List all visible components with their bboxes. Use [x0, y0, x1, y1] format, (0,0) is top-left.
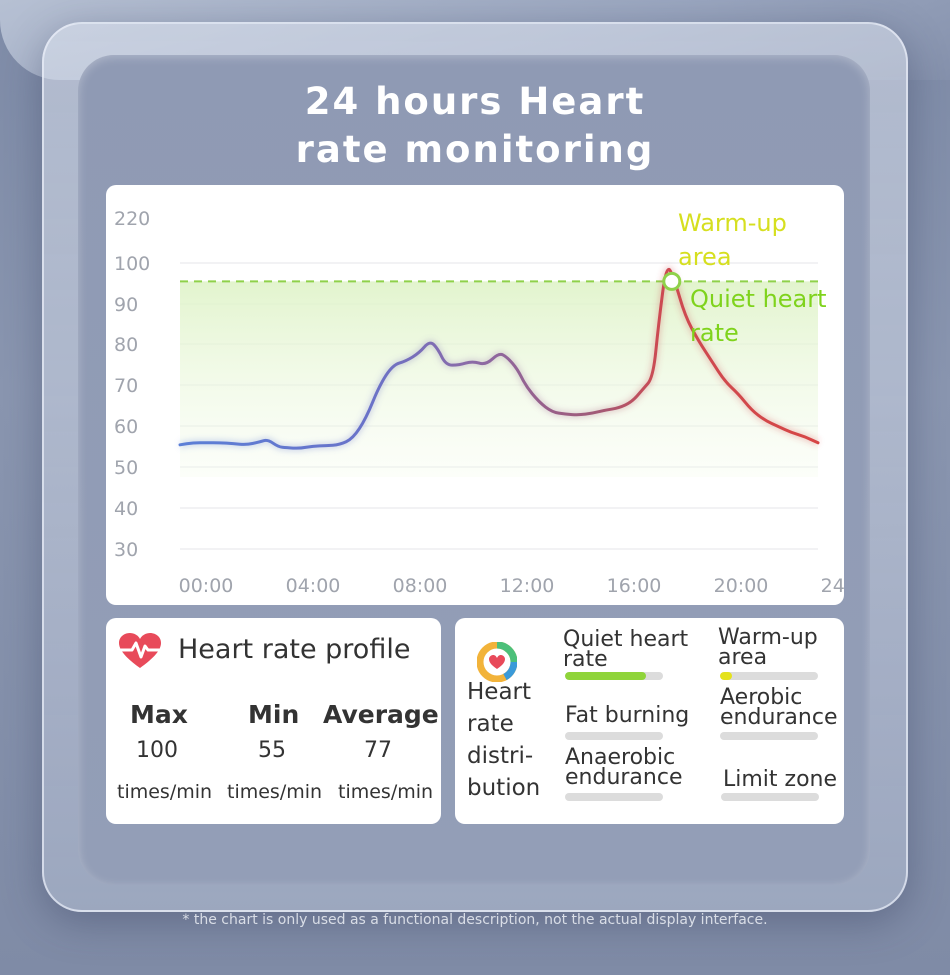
x-tick-2400: 24:00	[821, 575, 844, 597]
x-tick-0800: 08:00	[393, 575, 448, 597]
distribution-pie-icon	[477, 642, 517, 682]
y-tick-50: 50	[114, 457, 138, 479]
x-tick-1200: 12:00	[500, 575, 555, 597]
heart-pulse-icon	[119, 633, 161, 668]
zone-bar-quiet-fill	[565, 672, 647, 680]
zone-bar-quiet	[565, 672, 663, 680]
page-title: 24 hours Heart rate monitoring	[180, 78, 770, 174]
heart-rate-chart-card: 220 100 90 80 70 60 50 40 30 00:00 04:00 08:00 12:0…	[106, 185, 844, 605]
distribution-title: Heart rate distri- bution	[467, 679, 541, 801]
y-tick-90: 90	[114, 294, 138, 316]
zone-bar-aerobic	[720, 732, 818, 740]
stat-average-label: Average	[323, 700, 439, 729]
zone-label-limit: Limit zone	[723, 767, 838, 792]
y-tick-80: 80	[114, 334, 138, 356]
zone-bar-limit	[721, 793, 819, 801]
zone-label-anaerobic: Anaerobic endurance	[565, 745, 683, 790]
heart-rate-chart: 220 100 90 80 70 60 50 40 30 00:00 04:00 08:00 12:0…	[114, 208, 844, 597]
profile-title: Heart rate profile	[178, 634, 411, 665]
x-tick-0400: 04:00	[286, 575, 341, 597]
stat-max-unit: times/min	[117, 781, 213, 803]
y-tick-70: 70	[114, 375, 138, 397]
title-line-1: 24 hours Heart	[304, 80, 646, 123]
stat-max-label: Max	[130, 700, 188, 729]
y-tick-40: 40	[114, 498, 138, 520]
x-tick-2000: 20:00	[714, 575, 769, 597]
x-tick-0000: 00:00	[179, 575, 234, 597]
annotation-quiet: Quiet heart rate	[690, 285, 827, 347]
annotation-warm-up: Warm-up area	[678, 209, 787, 271]
title-line-2: rate monitoring	[295, 128, 655, 171]
disclaimer-text: * the chart is only used as a functional…	[182, 912, 768, 928]
zone-label-quiet: Quiet heart rate	[563, 627, 689, 672]
zone-label-fat-burning: Fat burning	[565, 703, 690, 728]
zone-label-warmup: Warm-up area	[718, 625, 818, 670]
peak-marker	[662, 271, 682, 291]
stat-max-value: 100	[136, 738, 178, 763]
zone-bar-warmup	[720, 672, 818, 680]
stat-average-value: 77	[364, 738, 392, 763]
y-tick-60: 60	[114, 416, 138, 438]
zone-label-aerobic: Aerobic endurance	[720, 685, 838, 730]
y-tick-220: 220	[114, 208, 150, 230]
zone-bar-fat-burning	[565, 732, 663, 740]
y-tick-100: 100	[114, 253, 150, 275]
stat-min-value: 55	[258, 738, 286, 763]
stat-average-unit: times/min	[338, 781, 434, 803]
heart-rate-profile-card: Heart rate profile Max 100 times/min Min…	[106, 618, 441, 824]
y-tick-30: 30	[114, 539, 138, 561]
stat-min-label: Min	[248, 700, 300, 729]
heart-rate-line	[178, 268, 820, 450]
zone-bar-warmup-fill	[720, 672, 732, 680]
heart-rate-distribution-card: Heart rate distri- bution Quiet heart ra…	[455, 618, 844, 824]
zone-bar-anaerobic	[565, 793, 663, 801]
stat-min-unit: times/min	[227, 781, 323, 803]
x-tick-1600: 16:00	[607, 575, 662, 597]
